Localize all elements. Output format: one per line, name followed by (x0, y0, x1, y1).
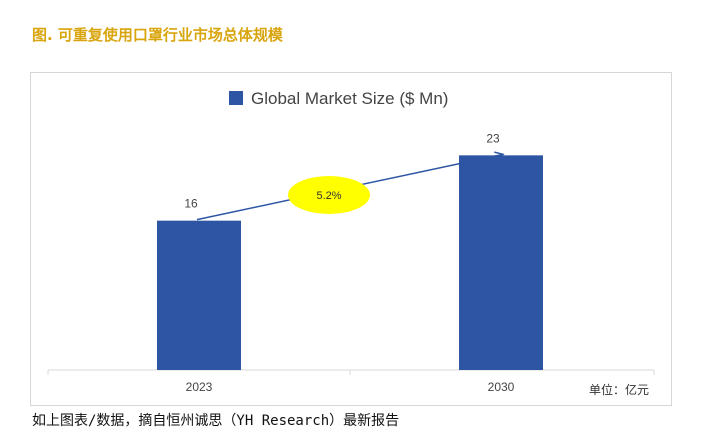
figure-title: 图. 可重复使用口罩行业市场总体规模 (32, 26, 283, 44)
bar-2023 (157, 220, 241, 370)
source-note: 如上图表/数据，摘自恒州诚思（YH Research）最新报告 (32, 413, 400, 429)
legend-label: Global Market Size ($ Mn) (251, 89, 448, 108)
growth-rate-label: 5.2% (316, 190, 341, 202)
chart-frame: Global Market Size ($ Mn) 2023 16 2030 23 5.2… (30, 72, 672, 406)
chart-svg: Global Market Size ($ Mn) 2023 16 2030 23 5.2… (47, 89, 655, 397)
growth-arrowhead (494, 151, 505, 161)
growth-rate-ellipse (288, 176, 370, 214)
legend-swatch (229, 91, 243, 105)
x-tick-label-2023: 2023 (186, 380, 213, 394)
data-label-2023: 16 (184, 197, 198, 211)
bar-2030 (459, 155, 543, 370)
unit-label: 单位：亿元 (589, 382, 649, 397)
data-label-2030: 23 (486, 131, 500, 145)
x-tick-label-2030: 2030 (488, 380, 515, 394)
